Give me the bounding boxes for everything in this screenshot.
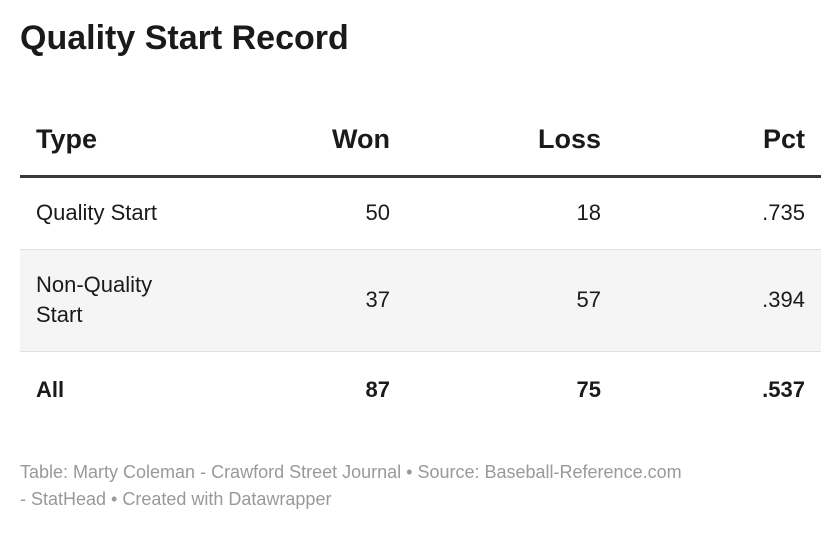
column-header-won: Won <box>180 104 390 178</box>
cell-type: All <box>36 377 65 403</box>
attribution-footer: Table: Marty Coleman - Crawford Street J… <box>20 459 821 513</box>
table-row-non-quality-start: Non-Quality Start 37 57 .394 <box>20 249 821 351</box>
table-row-quality-start: Quality Start 50 18 .735 <box>20 176 821 249</box>
cell-pct: .735 <box>762 200 805 225</box>
page-title: Quality Start Record <box>20 19 349 57</box>
cell-won: 50 <box>365 200 390 225</box>
cell-pct: .537 <box>762 377 805 403</box>
column-header-type: Type <box>20 104 180 178</box>
cell-won: 87 <box>365 377 390 403</box>
cell-type: Quality Start <box>36 200 158 225</box>
cell-loss: 18 <box>576 200 601 225</box>
cell-loss: 75 <box>576 377 601 403</box>
quality-start-table: Type Won Loss Pct Quality Start 50 18 .7… <box>20 104 821 429</box>
footer-credit-line: Table: Marty Coleman - Crawford Street J… <box>20 462 682 482</box>
cell-type: Non-Quality Start <box>36 272 153 327</box>
column-header-loss: Loss <box>390 104 601 178</box>
table-row-all-total: All 87 75 .537 <box>20 351 821 429</box>
cell-pct: .394 <box>762 287 805 312</box>
cell-won: 37 <box>365 287 390 312</box>
footer-source-line: - StatHead • Created with Datawrapper <box>20 489 332 509</box>
column-header-pct: Pct <box>601 104 821 178</box>
cell-loss: 57 <box>576 287 601 312</box>
table-header-row: Type Won Loss Pct <box>20 104 821 178</box>
